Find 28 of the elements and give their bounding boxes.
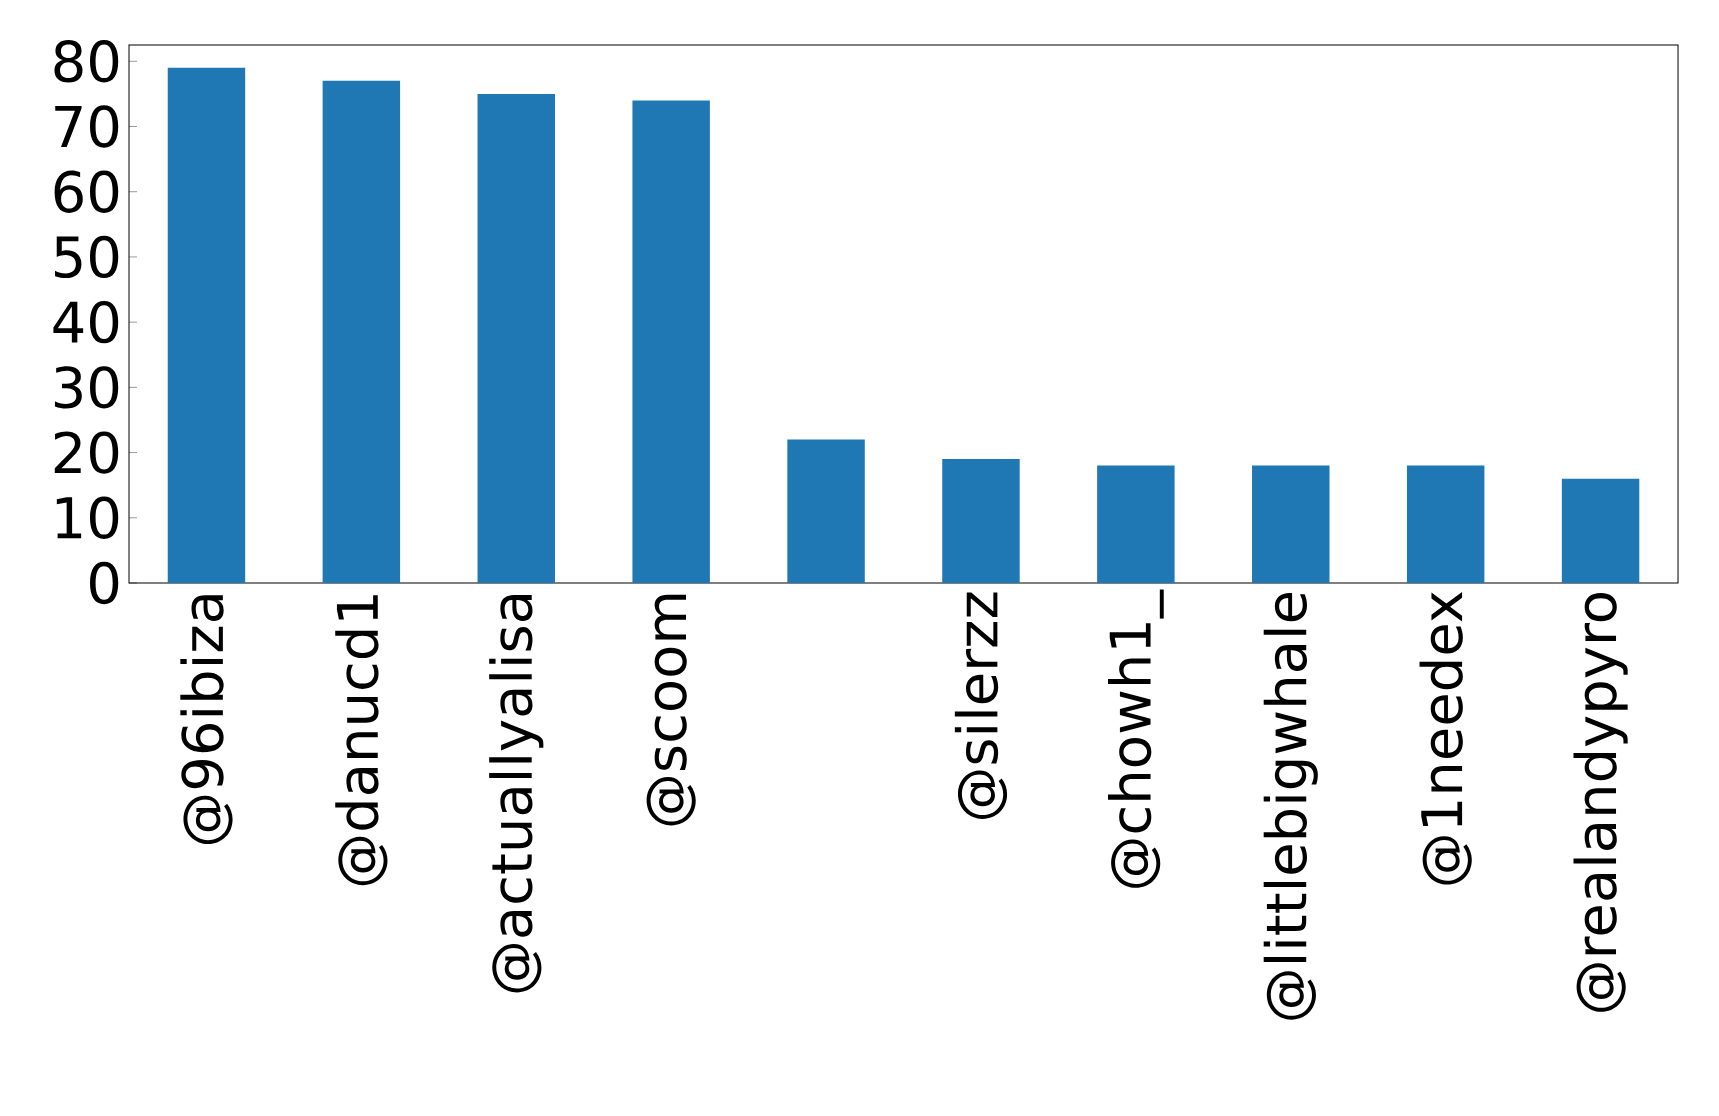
bar [1406,465,1485,583]
bar [942,459,1020,583]
bar [632,100,710,583]
bar [477,93,555,583]
y-tick-label: 80 [54,40,119,83]
bar [787,439,865,583]
x-tick-label: @realandypyro [1573,593,1628,1012]
y-tick-label: 60 [54,170,119,213]
bar [1097,465,1175,583]
x-tick-label: @96ibiza [180,595,233,844]
x-tick-label: @danucd1 [335,595,388,886]
bar [322,80,401,583]
bar [1561,478,1640,583]
y-tick-label: 0 [90,561,119,605]
bar [1252,465,1330,583]
y-tick-label: 70 [55,105,119,148]
y-tick-label: 40 [53,300,119,344]
bar [167,67,246,583]
x-tick-label: @scoom [646,594,696,826]
x-tick-label: @chowh1_ [1108,589,1164,888]
y-tick-label: 10 [56,496,119,539]
x-tick-label: @silerzz [954,592,1008,819]
x-tick-label: @littlebigwhale [1263,592,1318,1020]
x-tick-label: @1needex [1419,591,1472,885]
y-tick-label: 30 [54,366,119,409]
y-tick-label: 20 [54,431,119,474]
y-tick-label: 50 [55,235,119,279]
x-tick-label: @actuallyalisa [489,595,544,993]
